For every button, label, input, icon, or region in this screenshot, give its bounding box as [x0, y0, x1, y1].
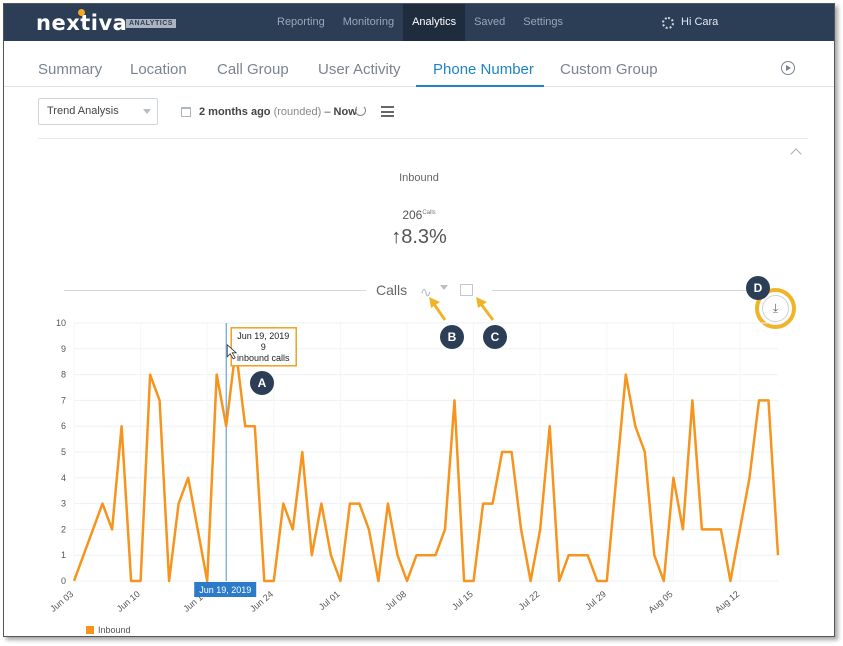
layout-toggle-icon[interactable] — [381, 106, 394, 117]
title-rule-left — [64, 290, 366, 291]
x-tick-label: Jun 10 — [115, 589, 142, 614]
legend-swatch-inbound — [86, 626, 94, 634]
chevron-up-icon[interactable] — [790, 148, 802, 160]
tab-location[interactable]: Location — [130, 61, 187, 78]
callout-a: A — [250, 371, 274, 395]
report-tabs: Summary Location Call Group User Activit… — [4, 41, 834, 87]
range-note: (rounded) — [273, 106, 322, 118]
y-tick-label: 7 — [61, 395, 66, 405]
tooltip-box — [230, 327, 297, 367]
chart-type-chevron-down-icon[interactable] — [440, 285, 448, 290]
gear-icon — [662, 16, 674, 29]
main-nav: Reporting Monitoring Analytics Saved Set… — [268, 4, 572, 41]
play-icon[interactable] — [781, 61, 795, 75]
crosshair-x-label-bg — [194, 582, 257, 597]
nav-saved[interactable]: Saved — [474, 16, 506, 28]
nav-monitoring[interactable]: Monitoring — [342, 16, 395, 28]
x-tick-label: Jul 08 — [383, 589, 408, 612]
nav-analytics[interactable]: Analytics — [403, 4, 466, 41]
expand-icon[interactable] — [460, 284, 473, 296]
x-tick-label: Jul 01 — [317, 589, 342, 612]
tab-call-group[interactable]: Call Group — [217, 61, 289, 78]
x-tick-label: Jul 22 — [517, 589, 542, 612]
user-menu[interactable]: Hi Cara — [662, 4, 718, 41]
app-window: nextiva ANALYTICS Reporting Monitoring A… — [3, 3, 835, 637]
x-tick-label: Aug 05 — [646, 589, 674, 615]
tab-summary[interactable]: Summary — [38, 61, 103, 78]
legend-label-inbound: Inbound — [98, 625, 131, 635]
y-tick-label: 10 — [56, 318, 66, 328]
tab-user-activity[interactable]: User Activity — [318, 61, 401, 78]
x-tick-label: Jul 29 — [583, 589, 608, 612]
tooltip-value: 9 — [261, 342, 266, 352]
tooltip-label: inbound calls — [237, 353, 290, 363]
download-button[interactable]: ⤓ — [762, 295, 789, 322]
tab-phone-number[interactable]: Phone Number — [433, 61, 534, 78]
analytics-badge: ANALYTICS — [126, 19, 176, 28]
chart-title: Calls — [376, 282, 408, 298]
callout-c-arrowhead — [476, 297, 487, 308]
chart-legend[interactable]: Inbound — [86, 625, 131, 635]
y-tick-label: 8 — [61, 370, 66, 380]
chevron-down-icon — [143, 109, 151, 114]
x-tick-label: Aug 12 — [713, 589, 741, 615]
section-divider — [38, 138, 808, 139]
kpi-total-value: 206 — [402, 208, 423, 222]
arrow-up-icon: ↑ — [391, 226, 402, 248]
range-separator: – — [324, 106, 331, 118]
refresh-icon[interactable] — [355, 105, 366, 116]
tooltip-date: Jun 19, 2019 — [237, 331, 289, 341]
nextiva-logo[interactable]: nextiva — [36, 9, 127, 35]
kpi-change-value: 8.3% — [401, 226, 447, 248]
line-chart-icon[interactable]: ∿ — [420, 284, 432, 300]
y-tick-label: 2 — [61, 524, 66, 534]
nav-settings[interactable]: Settings — [523, 16, 564, 28]
range-end: Now — [333, 106, 357, 118]
kpi-total-unit: Calls — [422, 210, 436, 216]
report-type-select[interactable]: Trend Analysis — [38, 98, 158, 125]
kpi-change: ↑8.3% — [4, 226, 834, 249]
tab-custom-group[interactable]: Custom Group — [560, 61, 658, 78]
kpi-total: 206Calls — [4, 208, 834, 222]
y-tick-label: 6 — [61, 421, 66, 431]
logo-dot — [78, 9, 85, 16]
y-tick-label: 0 — [61, 576, 66, 586]
nav-reporting[interactable]: Reporting — [277, 16, 325, 28]
y-tick-label: 5 — [61, 447, 66, 457]
report-type-value: Trend Analysis — [47, 105, 119, 117]
x-tick-label: Jul 15 — [450, 589, 475, 612]
top-nav-bar: nextiva ANALYTICS Reporting Monitoring A… — [4, 4, 834, 41]
download-icon: ⤓ — [772, 301, 779, 315]
x-tick-label: Jun 03 — [48, 589, 75, 614]
callout-d: D — [746, 276, 770, 300]
calendar-icon[interactable] — [181, 107, 191, 117]
user-greeting: Hi Cara — [681, 16, 719, 28]
y-tick-label: 3 — [61, 499, 66, 509]
y-tick-label: 4 — [61, 473, 66, 483]
callout-c: C — [483, 325, 507, 349]
y-tick-label: 9 — [61, 344, 66, 354]
series-line-inbound — [72, 347, 780, 583]
date-range[interactable]: 2 months ago (rounded) – Now — [199, 106, 357, 118]
active-tab-indicator — [416, 85, 544, 87]
kpi-label: Inbound — [399, 172, 439, 184]
title-rule-right — [492, 290, 760, 291]
range-start: 2 months ago — [199, 106, 271, 118]
callout-b: B — [440, 325, 464, 349]
mouse-cursor-icon — [226, 343, 238, 360]
crosshair-x-label: Jun 19, 2019 — [199, 585, 251, 595]
y-tick-label: 1 — [61, 550, 66, 560]
